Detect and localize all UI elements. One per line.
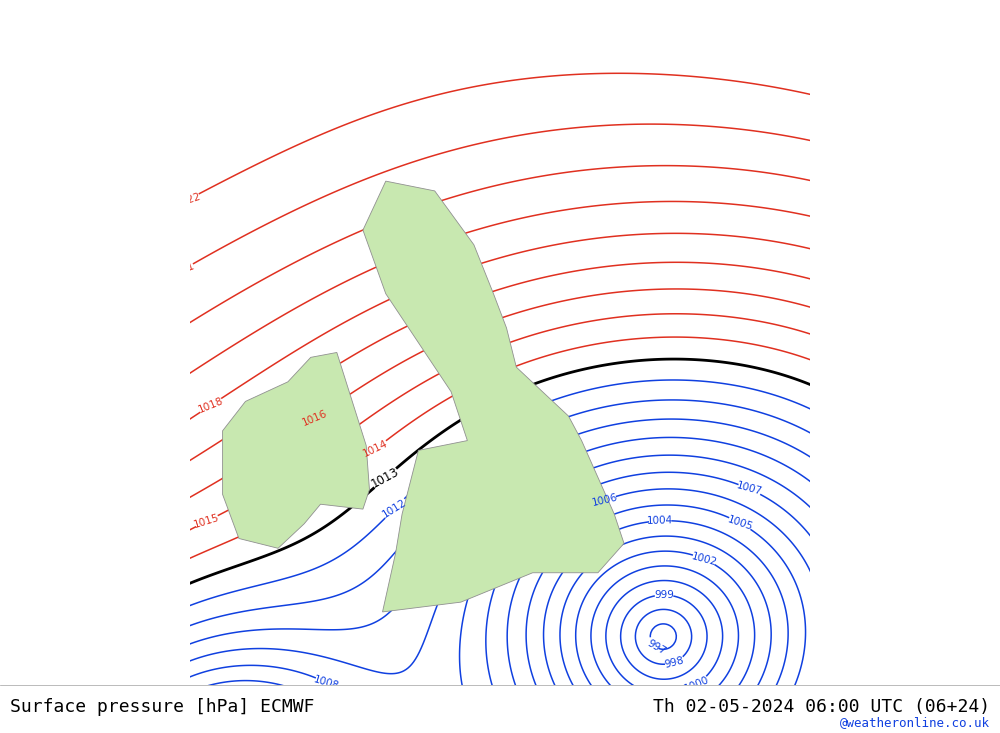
Text: @weatheronline.co.uk: @weatheronline.co.uk (840, 716, 990, 729)
Text: 1021: 1021 (168, 261, 196, 279)
Text: 998: 998 (663, 655, 685, 669)
Text: 1019: 1019 (163, 372, 191, 391)
Text: 1020: 1020 (164, 320, 193, 339)
Text: 1005: 1005 (726, 514, 754, 532)
Text: 1008: 1008 (313, 674, 341, 691)
Text: 1012: 1012 (381, 497, 409, 520)
Text: 1016: 1016 (301, 408, 329, 427)
Text: 1006: 1006 (591, 493, 619, 508)
Text: 1022: 1022 (174, 191, 202, 208)
Text: 997: 997 (645, 638, 668, 657)
Text: Th 02-05-2024 06:00 UTC (06+24): Th 02-05-2024 06:00 UTC (06+24) (653, 698, 990, 716)
Text: 1017: 1017 (161, 460, 189, 479)
Text: 1004: 1004 (647, 515, 674, 526)
Text: 1018: 1018 (197, 396, 225, 415)
Text: 1002: 1002 (690, 550, 718, 567)
Text: 1014: 1014 (362, 438, 390, 459)
Text: Surface pressure [hPa] ECMWF: Surface pressure [hPa] ECMWF (10, 698, 314, 716)
Polygon shape (363, 181, 624, 612)
Text: 1001: 1001 (622, 696, 650, 712)
Text: 1005: 1005 (195, 706, 223, 721)
Polygon shape (223, 353, 369, 548)
Text: 1007: 1007 (735, 481, 763, 498)
Text: 1013: 1013 (369, 465, 401, 491)
Text: 1000: 1000 (682, 675, 710, 694)
Text: 999: 999 (654, 590, 674, 600)
Text: 1015: 1015 (193, 512, 221, 530)
